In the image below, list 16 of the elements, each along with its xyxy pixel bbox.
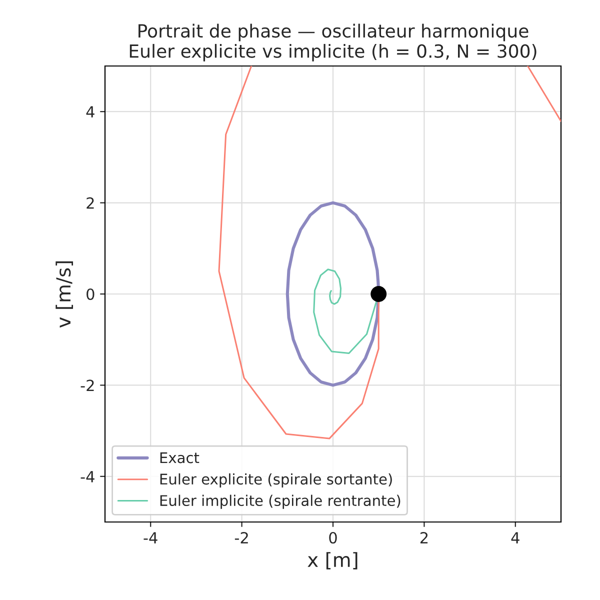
x-tick-label: -2	[234, 532, 248, 544]
x-tick-label: 4	[511, 532, 520, 544]
x-tick-label: 2	[420, 532, 428, 544]
x-axis-title: x [m]	[308, 552, 358, 570]
legend-label: Euler explicite (spirale sortante)	[160, 473, 392, 488]
y-tick-label: -2	[80, 380, 94, 392]
legend-label: Exact	[160, 452, 200, 464]
y-tick-label: 2	[86, 197, 94, 209]
y-tick-label: 0	[86, 288, 94, 300]
y-axis-title: v [m/s]	[56, 261, 74, 328]
x-tick-label: 0	[329, 532, 337, 544]
y-tick-label: 4	[86, 106, 94, 118]
y-tick-label: -4	[80, 471, 94, 482]
legend-label: Euler implicite (spirale rentrante)	[160, 494, 400, 509]
x-tick-label: -4	[144, 532, 158, 544]
chart-title: Portrait de phase — oscillateur harmonique Euler explicite vs implicite (h = 0.3, N = 300)	[130, 24, 536, 62]
